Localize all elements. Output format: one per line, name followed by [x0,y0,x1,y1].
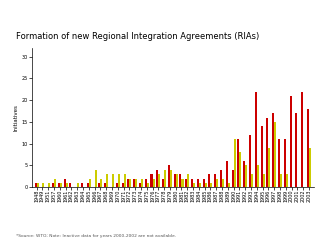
Bar [164,170,166,187]
Bar [249,135,251,187]
Bar [220,170,222,187]
Bar [141,179,143,187]
Bar [112,174,114,187]
Bar [127,179,129,187]
Bar [251,174,253,187]
Bar [199,183,201,187]
Text: Formation of new Regional Integration Agreements (RIAs): Formation of new Regional Integration Ag… [16,32,259,41]
Bar [197,179,199,187]
Bar [185,179,187,187]
Bar [211,183,212,187]
Bar [208,174,211,187]
Y-axis label: Initiatives: Initiatives [14,104,19,131]
Bar [43,183,44,187]
Bar [60,183,62,187]
Bar [156,170,158,187]
Bar [245,165,247,187]
Bar [58,183,60,187]
Bar [129,179,132,187]
Bar [232,170,234,187]
Bar [268,148,270,187]
Bar [95,170,97,187]
Bar [150,174,153,187]
Bar [69,183,71,187]
Bar [216,179,218,187]
Bar [52,183,54,187]
Bar [145,179,147,187]
Bar [48,183,50,187]
Bar [122,183,124,187]
Bar [133,179,135,187]
Bar [203,179,205,187]
Bar [162,179,164,187]
Bar [181,179,183,187]
Bar [135,179,137,187]
Bar [295,113,297,187]
Bar [187,174,189,187]
Bar [35,183,36,187]
Bar [98,183,100,187]
Bar [81,183,83,187]
Bar [228,183,230,187]
Bar [301,91,303,187]
Bar [104,183,106,187]
Text: *Source: WTO; Note: Inactive data for years 2000-2002 are not available.: *Source: WTO; Note: Inactive data for ye… [16,234,176,238]
Bar [255,91,257,187]
Bar [118,174,120,187]
Bar [139,183,141,187]
Bar [222,179,224,187]
Bar [193,183,195,187]
Bar [274,122,276,187]
Bar [278,139,280,187]
Bar [284,139,286,187]
Bar [106,174,108,187]
Bar [257,165,259,187]
Bar [226,161,228,187]
Bar [280,174,282,187]
Bar [234,139,236,187]
Bar [174,174,176,187]
Bar [147,183,149,187]
Bar [205,183,207,187]
Bar [124,174,125,187]
Bar [64,179,66,187]
Bar [307,109,309,187]
Bar [191,179,193,187]
Bar [36,183,39,187]
Bar [290,96,292,187]
Bar [87,183,89,187]
Bar [176,174,178,187]
Bar [170,170,172,187]
Bar [89,179,91,187]
Bar [77,183,79,187]
Bar [260,126,263,187]
Bar [266,118,268,187]
Bar [214,174,216,187]
Bar [309,148,311,187]
Bar [100,179,102,187]
Bar [243,161,245,187]
Bar [158,174,160,187]
Bar [272,113,274,187]
Bar [237,139,239,187]
Bar [286,174,288,187]
Bar [116,183,118,187]
Bar [263,174,265,187]
Bar [153,179,155,187]
Bar [66,183,68,187]
Bar [54,179,56,187]
Bar [168,165,170,187]
Bar [239,152,242,187]
Bar [180,174,181,187]
